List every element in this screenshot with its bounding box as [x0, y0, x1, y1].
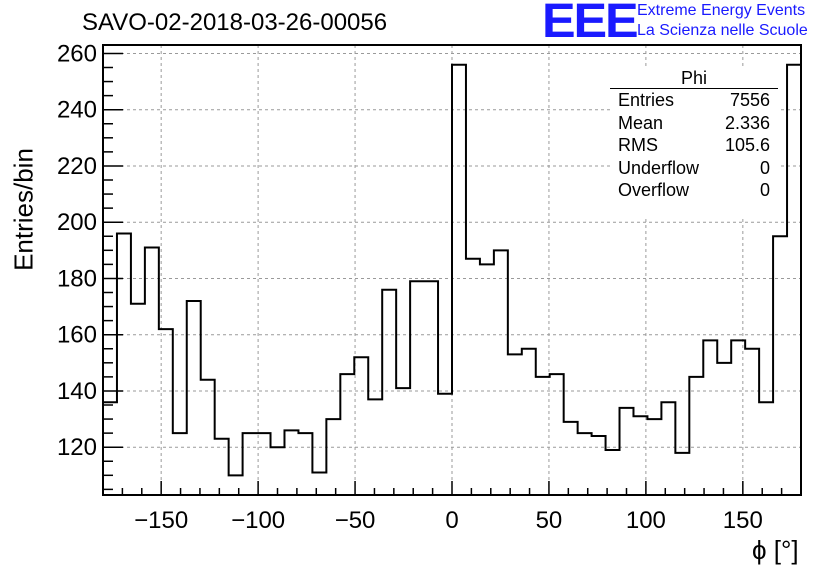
stats-label: Overflow	[618, 180, 690, 200]
stats-row-rms: RMS 105.6	[610, 134, 778, 157]
chart-title: SAVO-02-2018-03-26-00056	[82, 9, 388, 36]
stats-title: Phi	[610, 68, 778, 89]
x-tick-label: 0	[445, 507, 458, 534]
y-tick-label: 140	[57, 378, 97, 405]
stats-value: 7556	[729, 90, 770, 110]
logo-caption-line2: La Scienza nelle Scuole	[637, 22, 808, 39]
y-axis-label-box: Entries/bin	[2, 110, 42, 310]
y-tick-label: 120	[57, 434, 97, 461]
stats-row-underflow: Underflow 0	[610, 157, 778, 180]
y-tick-label: 240	[57, 97, 97, 124]
stats-row-entries: Entries 7556	[610, 89, 778, 112]
x-tick-label: −100	[231, 507, 285, 534]
stats-label: Underflow	[618, 157, 700, 178]
stats-value: 105.6	[724, 135, 770, 155]
y-tick-label: 260	[57, 40, 97, 67]
y-tick-label: 160	[57, 322, 97, 349]
tick-labels: −150 −100 −50 0 50 100 150 120 140 160 180 200 220 24…	[57, 40, 763, 534]
stats-value: 0	[759, 180, 770, 200]
x-tick-label: 100	[626, 507, 666, 534]
x-axis-label: ϕ [°]	[752, 535, 799, 565]
x-tick-label: −150	[134, 507, 188, 534]
histogram-series	[102, 63, 802, 495]
axis-ticks	[103, 52, 802, 495]
stats-value: 0	[759, 157, 770, 178]
logo-caption-line1: Extreme Energy Events	[637, 2, 806, 19]
y-axis-label: Entries/bin	[8, 148, 39, 271]
x-tick-label: 50	[536, 507, 563, 534]
stats-label: Entries	[618, 90, 675, 110]
stats-value: 2.336	[724, 112, 770, 133]
x-tick-label: 150	[723, 507, 763, 534]
y-tick-label: 200	[57, 209, 97, 236]
stats-box: Phi Entries 7556 Mean 2.336 RMS 105.6 Under…	[610, 68, 778, 216]
stats-row-mean: Mean 2.336	[610, 112, 778, 135]
stats-row-overflow: Overflow 0	[610, 179, 778, 202]
stats-label: RMS	[618, 135, 658, 155]
stats-label: Mean	[618, 112, 664, 133]
eee-logo: EEE	[542, 0, 639, 48]
y-tick-label: 220	[57, 153, 97, 180]
x-tick-label: −50	[335, 507, 376, 534]
y-tick-label: 180	[57, 265, 97, 292]
